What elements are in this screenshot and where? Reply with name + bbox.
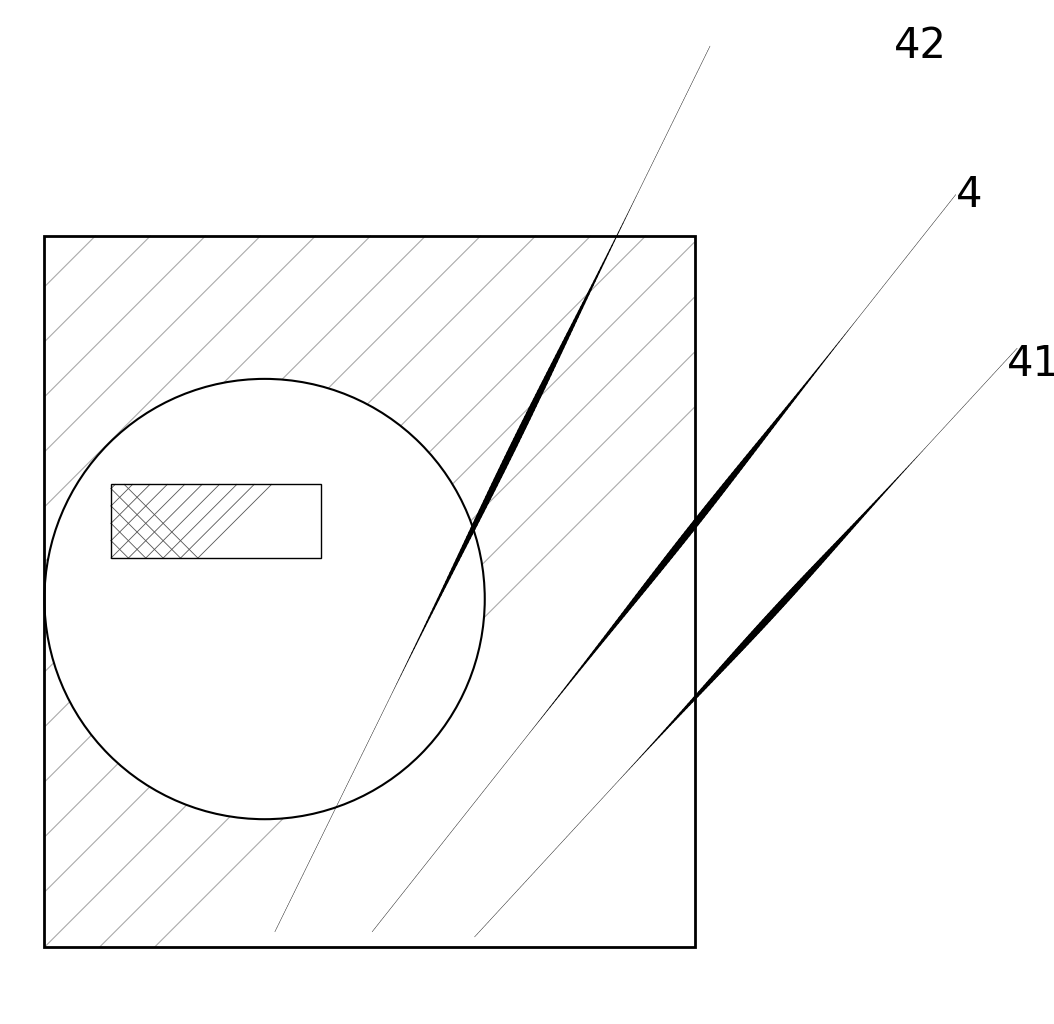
Bar [44,236,695,947]
Bar [111,484,320,558]
Bar [44,236,695,947]
Text: 42: 42 [895,25,948,68]
Text: 4: 4 [956,173,982,216]
Circle shape [44,379,485,819]
Bar [111,484,320,558]
Text: 41: 41 [1007,342,1054,385]
